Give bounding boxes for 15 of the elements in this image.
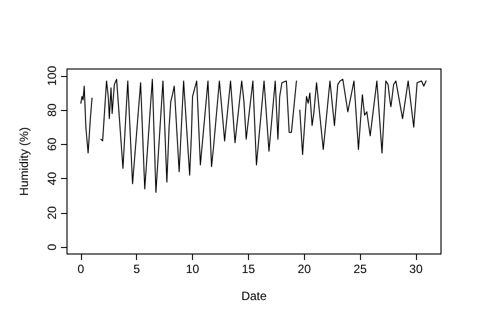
y-tick-label: 20 xyxy=(45,206,59,220)
y-tick-label: 0 xyxy=(45,243,59,250)
y-tick-label: 80 xyxy=(45,103,59,117)
x-tick-label: 5 xyxy=(133,262,140,276)
x-tick-label: 10 xyxy=(186,262,200,276)
x-tick-label: 0 xyxy=(78,262,85,276)
x-tick-label: 15 xyxy=(242,262,256,276)
x-tick-label: 20 xyxy=(298,262,312,276)
y-tick-label: 60 xyxy=(45,137,59,152)
y-tick-label: 40 xyxy=(45,172,59,186)
x-tick-label: 25 xyxy=(353,262,368,276)
y-tick-label: 100 xyxy=(45,66,59,86)
y-axis-title: Humidity (%) xyxy=(17,127,31,196)
x-tick-label: 30 xyxy=(409,262,423,276)
x-axis-title: Date xyxy=(241,289,267,303)
